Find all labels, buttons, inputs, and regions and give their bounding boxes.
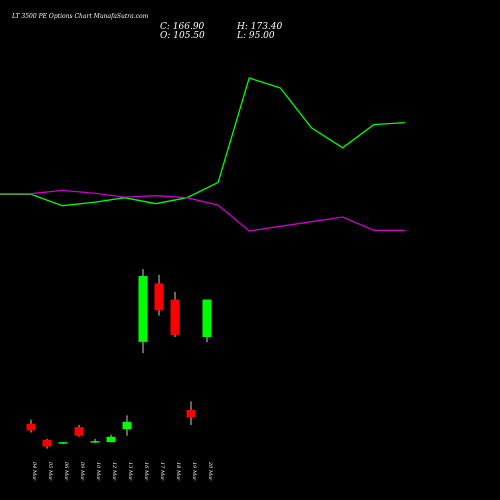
candle-down: [42, 439, 52, 447]
date-axis: 04 Mar 05 Mar 06 Mar 09 Mar 10 Mar 12 Mar 13 M…: [31, 461, 213, 481]
candle-down: [154, 283, 164, 311]
chart-title: LT 3500 PE Options Chart MunafaSutra.com: [11, 13, 149, 20]
date-tick-label: 17 Mar: [159, 462, 165, 481]
date-tick-label: 18 Mar: [175, 462, 181, 481]
candle-down: [186, 409, 196, 418]
candle-up: [90, 441, 100, 443]
candle-up: [138, 276, 148, 342]
candle-up: [58, 442, 68, 444]
date-tick-label: 13 Mar: [127, 462, 133, 481]
candle-up: [202, 299, 212, 338]
open-value: O: 105.50: [160, 31, 205, 41]
date-tick-label: 10 Mar: [95, 462, 101, 481]
low-value: L: 95.00: [236, 31, 275, 41]
moving-average-lines: [0, 77, 406, 232]
ma-line-magenta: [0, 189, 405, 232]
date-tick-label: 09 Mar: [79, 462, 85, 481]
candle-down: [26, 423, 36, 431]
date-tick-label: 06 Mar: [63, 462, 69, 481]
date-tick-label: 04 Mar: [31, 462, 37, 481]
candle-up: [106, 436, 116, 443]
ma-line-green: [0, 77, 406, 207]
high-value: H: 173.40: [236, 22, 283, 32]
date-tick-label: 16 Mar: [143, 462, 149, 481]
date-tick-label: 20 Mar: [207, 461, 213, 481]
date-tick-label: 12 Mar: [111, 462, 117, 481]
date-tick-label: 19 Mar: [191, 462, 197, 481]
candle-up: [122, 421, 132, 430]
candle-down: [74, 427, 84, 436]
candles-group: [26, 269, 212, 449]
candle-down: [170, 299, 180, 335]
date-tick-label: 05 Mar: [47, 462, 53, 481]
close-value: C: 166.90: [160, 22, 205, 32]
